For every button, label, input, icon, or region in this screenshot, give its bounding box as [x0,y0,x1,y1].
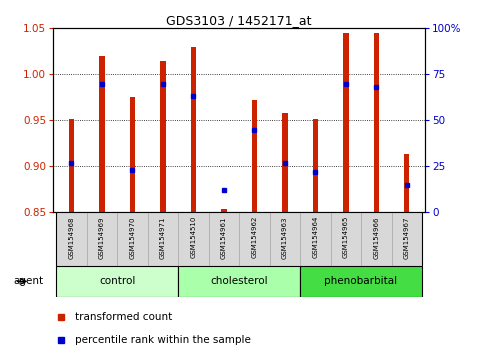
Bar [373,33,379,212]
Bar [270,212,300,266]
Text: GSM154969: GSM154969 [99,216,105,259]
Bar [191,47,196,212]
Bar [117,212,148,266]
Bar [404,154,410,212]
Bar [300,266,422,297]
Title: GDS3103 / 1452171_at: GDS3103 / 1452171_at [166,14,312,27]
Bar [392,212,422,266]
Bar [330,212,361,266]
Text: GSM154510: GSM154510 [190,216,197,258]
Bar [313,119,318,212]
Bar [282,113,287,212]
Text: GSM154971: GSM154971 [160,216,166,259]
Text: GSM154961: GSM154961 [221,216,227,259]
Bar [160,61,166,212]
Bar [239,212,270,266]
Bar [99,56,105,212]
Text: GSM154963: GSM154963 [282,216,288,259]
Text: GSM154970: GSM154970 [129,216,135,259]
Bar [178,266,300,297]
Bar [221,209,227,212]
Text: transformed count: transformed count [75,312,173,322]
Text: GSM154962: GSM154962 [251,216,257,258]
Text: cholesterol: cholesterol [210,276,268,286]
Bar [86,212,117,266]
Bar [252,100,257,212]
Bar [300,212,330,266]
Bar [148,212,178,266]
Bar [56,212,86,266]
Text: GSM154968: GSM154968 [69,216,74,259]
Bar [69,119,74,212]
Bar [343,33,349,212]
Text: phenobarbital: phenobarbital [325,276,398,286]
Bar [361,212,392,266]
Bar [178,212,209,266]
Text: GSM154966: GSM154966 [373,216,379,259]
Text: GSM154964: GSM154964 [313,216,318,258]
Bar [209,212,239,266]
Bar [56,266,178,297]
Text: control: control [99,276,135,286]
Text: GSM154965: GSM154965 [343,216,349,258]
Text: percentile rank within the sample: percentile rank within the sample [75,335,251,346]
Text: agent: agent [14,276,43,286]
Bar [129,97,135,212]
Text: GSM154967: GSM154967 [404,216,410,259]
